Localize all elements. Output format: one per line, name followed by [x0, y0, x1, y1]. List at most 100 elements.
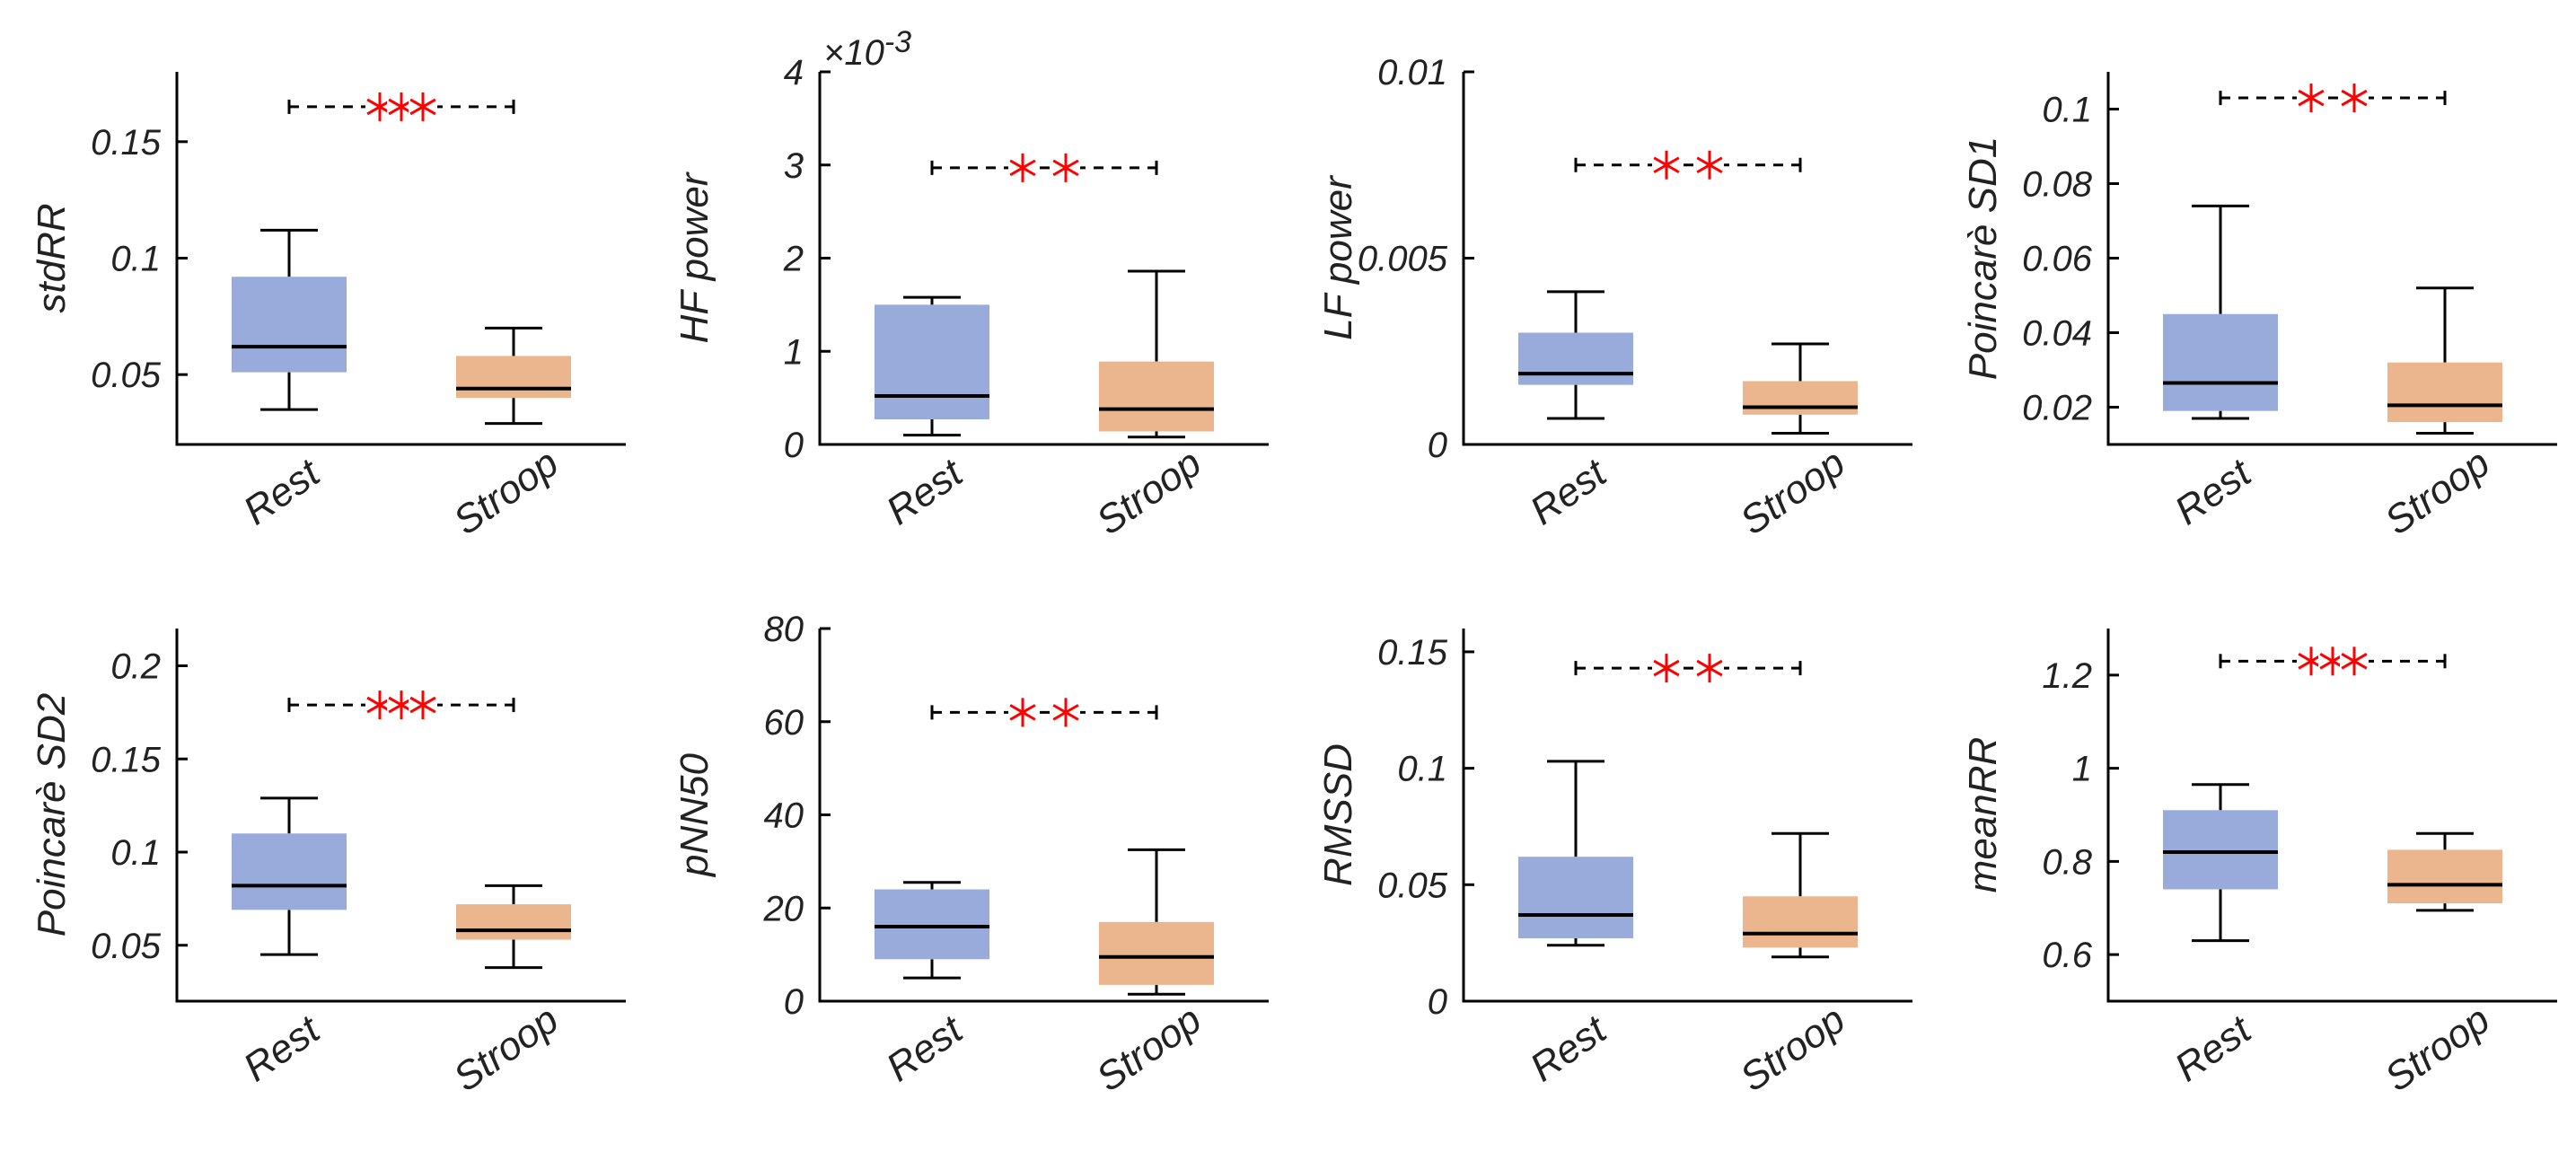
significance-star-stroke — [409, 696, 436, 714]
box-rest — [875, 881, 989, 980]
significance-marker — [1574, 654, 1802, 683]
y-axis-label: HF power — [673, 171, 717, 343]
y-tick-label: 20 — [763, 889, 804, 928]
y-tick-label: 80 — [764, 610, 804, 649]
y-tick-label: 0 — [784, 982, 804, 1022]
y-tick-label: 0.08 — [2022, 165, 2093, 205]
iqr-box — [2387, 362, 2502, 423]
significance-star — [409, 92, 436, 121]
iqr-box — [1099, 361, 1214, 432]
iqr-box — [2163, 313, 2278, 411]
significance-star-stroke — [1052, 159, 1079, 177]
significance-star — [2298, 84, 2325, 113]
y-axis-label: Poincarè SD1 — [1961, 136, 2005, 380]
significance-star-stroke — [409, 98, 436, 116]
x-tick-label: Stroop — [446, 998, 567, 1100]
significance-marker — [930, 153, 1158, 182]
y-tick-label: 0.05 — [1377, 866, 1448, 905]
significance-star-stroke — [1009, 704, 1036, 721]
x-tick-label: Rest — [2167, 1007, 2261, 1090]
y-tick-label: 1.2 — [2042, 656, 2092, 696]
x-tick-label: Rest — [879, 1007, 972, 1090]
iqr-box — [1518, 857, 1633, 938]
iqr-box — [456, 904, 571, 940]
box-stroop — [2387, 831, 2502, 912]
iqr-box — [2163, 810, 2278, 890]
panel-5: 0.05 0.1 0.15 0.2 Poincarè SD2 Rest Stroop — [30, 629, 626, 1100]
significance-marker — [2219, 84, 2447, 113]
significance-star — [1009, 698, 1036, 727]
y-tick-label: 0.04 — [2022, 314, 2092, 354]
x-tick-label: Stroop — [2378, 441, 2498, 543]
x-tick-label: Stroop — [1089, 998, 1209, 1100]
y-tick-label: 0.01 — [1377, 53, 1447, 92]
y-tick-label: 0.1 — [110, 240, 161, 279]
significance-marker — [287, 92, 515, 121]
y-axis-label: RMSSD — [1316, 743, 1360, 886]
x-tick-label: Rest — [1523, 1007, 1616, 1090]
panel-6: 0 20 40 60 80 pNN50 Rest Stroop — [673, 610, 1269, 1100]
significance-star — [2341, 646, 2368, 676]
significance-star-stroke — [2341, 89, 2368, 107]
y-tick-label: 0.06 — [2022, 240, 2093, 279]
box-stroop — [1743, 831, 1858, 959]
y-axis-label: stdRR — [30, 203, 74, 312]
iqr-box — [875, 304, 989, 419]
iqr-box — [1743, 381, 1858, 415]
box-stroop — [1099, 269, 1214, 439]
y-tick-label: 40 — [764, 796, 804, 836]
panel-3: 0 0.005 0.01 LF power Rest Stroop — [1316, 53, 1912, 543]
y-tick-label: 0.005 — [1358, 240, 1448, 279]
iqr-box — [1099, 921, 1214, 985]
box-rest — [2163, 204, 2278, 420]
y-tick-label: 0.05 — [91, 927, 162, 966]
y-tick-label: 1 — [784, 332, 804, 372]
x-tick-label: Stroop — [1089, 441, 1209, 543]
y-tick-label: 0.15 — [91, 740, 162, 779]
y-tick-label: 0.1 — [110, 833, 161, 873]
significance-marker — [287, 690, 515, 720]
box-stroop — [1743, 342, 1858, 435]
significance-star — [1653, 150, 1680, 180]
y-exponent-label: ×10-3 — [823, 25, 911, 73]
y-axis-label: pNN50 — [673, 752, 717, 877]
y-axis-label: Poincarè SD2 — [30, 693, 74, 937]
significance-star — [2341, 84, 2368, 113]
significance-star — [1696, 150, 1723, 180]
iqr-box — [1743, 896, 1858, 948]
box-rest — [1518, 290, 1633, 420]
box-stroop — [2387, 286, 2502, 435]
significance-star-stroke — [2341, 653, 2368, 670]
y-tick-label: 0.6 — [2042, 936, 2092, 975]
x-tick-label: Rest — [236, 450, 330, 533]
y-axis-label: LF power — [1316, 174, 1360, 340]
box-rest — [1518, 760, 1633, 947]
y-tick-label: 0.1 — [2042, 91, 2092, 130]
significance-star — [1052, 698, 1079, 727]
significance-star-stroke — [1009, 159, 1036, 177]
iqr-box — [232, 277, 347, 373]
significance-star-stroke — [1653, 156, 1680, 174]
y-tick-label: 0.8 — [2042, 842, 2092, 882]
significance-marker — [2219, 646, 2447, 676]
iqr-box — [2387, 849, 2502, 904]
significance-star-stroke — [1696, 659, 1723, 677]
iqr-box — [456, 356, 571, 399]
panel-7: 0 0.05 0.1 0.15 RMSSD Rest Stroop — [1316, 629, 1912, 1100]
y-tick-label: 0.05 — [91, 356, 162, 395]
iqr-box — [1518, 332, 1633, 385]
x-tick-label: Stroop — [1733, 998, 1853, 1100]
box-stroop — [456, 326, 571, 426]
y-tick-label: 1 — [2072, 750, 2092, 789]
y-tick-label: 0.2 — [110, 647, 161, 687]
x-tick-label: Rest — [879, 450, 972, 533]
x-tick-label: Rest — [236, 1007, 330, 1090]
iqr-box — [875, 889, 989, 960]
y-tick-label: 0.15 — [1377, 633, 1448, 673]
y-tick-label: 0 — [784, 426, 804, 465]
box-rest — [2163, 783, 2278, 943]
y-tick-label: 4 — [784, 53, 804, 92]
significance-star-stroke — [1696, 156, 1723, 174]
box-rest — [232, 796, 347, 956]
iqr-box — [232, 833, 347, 910]
